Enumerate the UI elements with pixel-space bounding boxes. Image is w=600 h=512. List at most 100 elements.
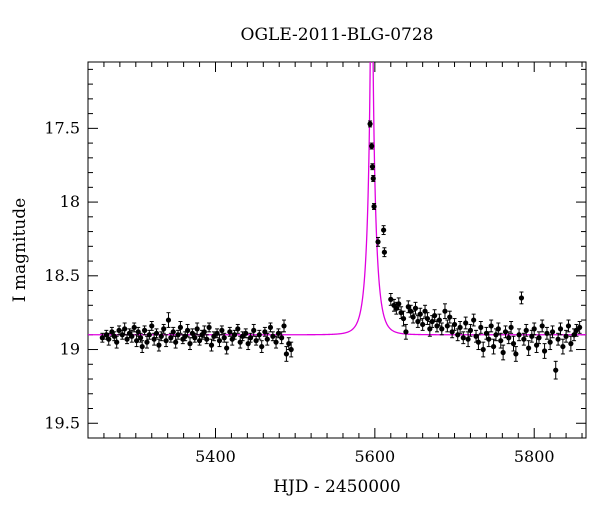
data-point bbox=[498, 332, 504, 349]
data-marker bbox=[471, 317, 477, 323]
data-point bbox=[463, 316, 469, 330]
data-marker bbox=[500, 349, 506, 356]
data-point bbox=[432, 309, 438, 323]
data-point bbox=[206, 322, 212, 333]
data-point bbox=[116, 325, 122, 336]
data-marker bbox=[513, 351, 519, 357]
data-marker bbox=[106, 336, 112, 342]
data-point bbox=[523, 323, 529, 337]
data-point bbox=[412, 301, 419, 315]
data-marker bbox=[539, 323, 545, 329]
data-marker bbox=[424, 315, 431, 322]
data-marker bbox=[187, 341, 193, 347]
data-marker bbox=[480, 346, 486, 353]
data-marker bbox=[381, 249, 388, 255]
model-curve bbox=[88, 62, 586, 336]
model-curve-layer bbox=[88, 62, 586, 336]
data-marker bbox=[432, 313, 438, 319]
data-marker bbox=[465, 336, 471, 342]
data-point bbox=[369, 142, 375, 150]
data-marker bbox=[208, 342, 215, 348]
data-marker bbox=[224, 345, 230, 351]
data-marker bbox=[189, 330, 195, 336]
data-marker bbox=[396, 301, 402, 307]
data-point bbox=[403, 323, 409, 340]
data-point bbox=[471, 313, 477, 327]
data-point bbox=[375, 236, 381, 247]
data-marker bbox=[206, 324, 212, 331]
data-marker bbox=[577, 324, 583, 331]
data-marker bbox=[434, 323, 440, 329]
data-point bbox=[444, 319, 450, 333]
data-point bbox=[541, 343, 548, 359]
data-point bbox=[194, 322, 200, 336]
data-point bbox=[170, 326, 176, 337]
data-marker bbox=[439, 326, 445, 332]
data-point bbox=[283, 346, 290, 362]
data-point bbox=[256, 329, 262, 340]
data-marker bbox=[400, 315, 407, 322]
data-marker bbox=[182, 333, 188, 339]
data-point bbox=[447, 310, 453, 324]
axis-ticks bbox=[87, 62, 586, 439]
data-point bbox=[177, 321, 184, 334]
data-marker bbox=[460, 335, 466, 341]
data-marker bbox=[185, 327, 191, 333]
data-marker bbox=[288, 346, 294, 353]
data-marker bbox=[153, 330, 160, 336]
data-marker bbox=[111, 333, 117, 339]
data-point bbox=[420, 318, 426, 331]
data-point bbox=[415, 315, 421, 328]
y-tick-label: 19.5 bbox=[44, 413, 80, 432]
data-point bbox=[163, 334, 169, 348]
data-point bbox=[560, 338, 566, 355]
data-marker bbox=[568, 341, 574, 347]
data-marker bbox=[221, 335, 227, 341]
data-marker bbox=[144, 339, 150, 345]
data-point bbox=[460, 331, 466, 345]
data-marker bbox=[192, 335, 198, 341]
data-point bbox=[106, 332, 112, 346]
data-point bbox=[553, 360, 559, 380]
data-marker bbox=[158, 333, 164, 339]
data-point bbox=[381, 247, 388, 258]
data-point bbox=[264, 332, 270, 346]
data-marker bbox=[495, 326, 501, 332]
data-point bbox=[149, 321, 155, 331]
data-point bbox=[185, 323, 191, 337]
data-point bbox=[182, 331, 188, 342]
data-marker bbox=[194, 326, 200, 332]
data-marker bbox=[122, 326, 128, 332]
data-marker bbox=[518, 295, 525, 301]
data-point bbox=[99, 332, 105, 343]
data-marker bbox=[486, 336, 492, 342]
data-marker bbox=[371, 203, 377, 210]
data-marker bbox=[370, 175, 376, 182]
data-point bbox=[495, 322, 501, 336]
data-marker bbox=[563, 333, 569, 339]
data-point bbox=[139, 340, 145, 353]
data-points-layer bbox=[99, 120, 583, 380]
data-point bbox=[557, 322, 564, 336]
data-point bbox=[488, 319, 494, 333]
data-point bbox=[267, 322, 274, 333]
data-marker bbox=[547, 339, 553, 345]
data-marker bbox=[134, 338, 140, 344]
data-point bbox=[161, 323, 167, 334]
data-point bbox=[201, 325, 207, 339]
data-point bbox=[568, 335, 574, 352]
data-marker bbox=[436, 317, 442, 323]
data-point bbox=[531, 322, 537, 336]
plot-frame bbox=[87, 61, 587, 439]
data-point bbox=[526, 340, 532, 356]
data-point bbox=[422, 304, 428, 318]
data-marker bbox=[506, 335, 512, 341]
data-marker bbox=[478, 324, 484, 331]
data-marker bbox=[251, 327, 257, 333]
data-point bbox=[141, 325, 148, 336]
data-marker bbox=[259, 343, 265, 350]
data-point bbox=[281, 319, 287, 333]
data-point bbox=[165, 312, 172, 328]
chart-title: OGLE-2011-BLG-0728 bbox=[241, 25, 434, 45]
data-marker bbox=[412, 305, 419, 311]
